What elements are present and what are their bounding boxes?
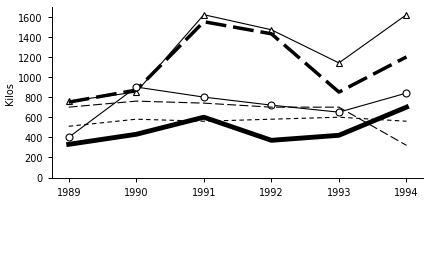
Espagne [404, 92, 409, 95]
Italie [133, 89, 139, 92]
Line: Espagne: Espagne [65, 84, 410, 141]
Allemagne [133, 91, 139, 94]
Y-axis label: Kilos: Kilos [6, 81, 16, 104]
Pays-Bas [133, 118, 139, 121]
Pays-Bas [201, 120, 206, 123]
Allemagne [201, 14, 206, 17]
Espagne [269, 104, 274, 107]
Line: Allemagne: Allemagne [65, 12, 410, 105]
France [337, 134, 342, 137]
Pays-Bas [269, 118, 274, 121]
Allemagne [337, 62, 342, 65]
Italie [269, 33, 274, 36]
Grande-Bretagne [269, 106, 274, 109]
Line: France: France [69, 108, 407, 145]
France [269, 139, 274, 142]
Grande-Bretagne [337, 106, 342, 109]
Grande-Bretagne [201, 102, 206, 105]
France [404, 106, 409, 109]
Pays-Bas [66, 125, 71, 128]
Line: Grande-Bretagne: Grande-Bretagne [69, 102, 407, 146]
Allemagne [269, 29, 274, 32]
Espagne [133, 86, 139, 89]
France [66, 143, 71, 146]
Grande-Bretagne [66, 106, 71, 109]
Line: Pays-Bas: Pays-Bas [69, 118, 407, 127]
Allemagne [66, 100, 71, 103]
Italie [201, 21, 206, 24]
Espagne [201, 96, 206, 99]
France [133, 133, 139, 136]
Espagne [66, 136, 71, 139]
Italie [66, 101, 71, 104]
Grande-Bretagne [404, 144, 409, 147]
France [201, 116, 206, 119]
Allemagne [404, 14, 409, 17]
Italie [337, 91, 342, 94]
Italie [404, 56, 409, 59]
Grande-Bretagne [133, 100, 139, 103]
Pays-Bas [404, 120, 409, 123]
Pays-Bas [337, 116, 342, 119]
Espagne [337, 111, 342, 114]
Line: Italie: Italie [69, 23, 407, 103]
